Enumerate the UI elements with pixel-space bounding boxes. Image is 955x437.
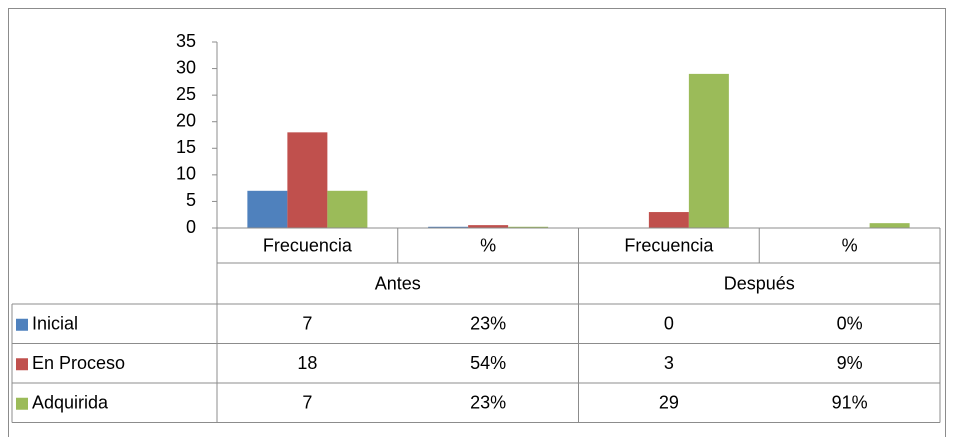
y-tick-label: 25 [176,84,196,104]
data-label: 9% [837,353,863,373]
data-label: 7 [302,314,312,334]
bar [688,73,729,228]
data-label: 54% [470,353,506,373]
y-tick-label: 30 [176,57,196,77]
y-tick-label: 5 [186,190,196,210]
legend-label: Adquirida [32,393,109,413]
data-label: 23% [470,393,506,413]
x-tick-label: % [480,235,496,255]
legend-swatch [16,318,28,331]
data-label: 18 [297,353,317,373]
bar [508,226,549,228]
y-tick-label: 10 [176,164,196,184]
data-label: 91% [832,393,868,413]
group-label: Después [724,273,795,293]
legend-swatch [16,358,28,371]
bar [247,190,288,228]
data-label: 0 [664,314,674,334]
y-tick-label: 15 [176,137,196,157]
y-tick-label: 35 [176,31,196,51]
bar [869,223,910,228]
y-tick-label: 0 [186,217,196,237]
bar [468,225,509,228]
y-tick-label: 20 [176,110,196,130]
bar [428,226,469,228]
legend-swatch [16,397,28,410]
data-label: 23% [470,314,506,334]
x-tick-label: Frecuencia [263,235,353,255]
bar [648,212,689,228]
legend-label: En Proceso [32,353,125,373]
x-tick-label: Frecuencia [624,235,714,255]
legend-label: Inicial [32,314,78,334]
x-tick-label: % [842,235,858,255]
data-label: 3 [664,353,674,373]
bar [287,132,328,228]
chart-border [8,8,946,437]
data-label: 29 [659,393,679,413]
group-label: Antes [375,273,421,293]
data-label: 7 [302,393,312,413]
data-label: 0% [837,314,863,334]
bar [327,190,368,228]
